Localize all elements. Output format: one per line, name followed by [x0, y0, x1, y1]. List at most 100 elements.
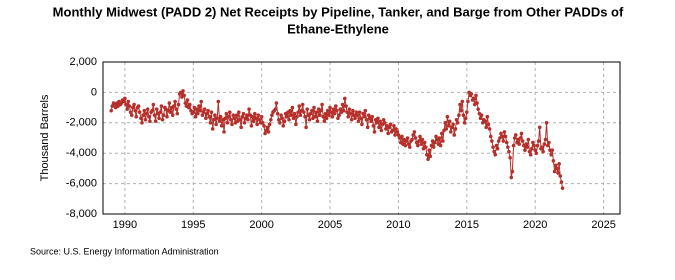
data-point: [167, 101, 172, 105]
data-point: [357, 110, 362, 114]
data-point: [496, 139, 501, 143]
data-point: [211, 117, 216, 122]
data-point: [553, 163, 558, 168]
data-point: [405, 136, 410, 140]
data-point: [532, 143, 536, 148]
data-point: [232, 116, 237, 121]
data-point: [393, 133, 397, 137]
data-point: [518, 136, 523, 140]
data-point: [238, 117, 242, 122]
data-point: [371, 124, 376, 128]
data-point: [195, 111, 200, 116]
data-point: [210, 127, 215, 131]
data-point: [291, 116, 296, 121]
data-point: [359, 116, 363, 121]
data-point: [133, 108, 137, 113]
data-point: [241, 111, 246, 116]
data-point: [280, 116, 284, 121]
data-point: [483, 119, 487, 124]
data-point: [172, 104, 176, 108]
data-point: [328, 105, 332, 110]
data-point: [287, 117, 291, 122]
data-point: [265, 125, 270, 130]
data-point: [290, 105, 295, 110]
data-point: [490, 139, 494, 143]
data-point: [536, 139, 541, 143]
data-point: [193, 114, 198, 119]
data-point: [433, 140, 437, 145]
data-point: [353, 116, 357, 121]
data-point: [478, 116, 483, 121]
data-point: [150, 108, 155, 113]
data-point: [127, 104, 132, 108]
data-point: [556, 171, 560, 175]
x-tick-label: 2005: [318, 219, 342, 231]
data-point: [545, 143, 550, 148]
data-point: [188, 102, 192, 107]
y-axis-label: Thousand Barrels: [39, 94, 51, 181]
data-point: [242, 121, 247, 125]
data-point: [143, 117, 148, 122]
data-point: [301, 110, 306, 114]
data-point: [284, 114, 289, 119]
data-point: [528, 152, 533, 157]
data-point: [517, 142, 521, 146]
data-point: [535, 143, 540, 148]
data-point: [200, 113, 205, 117]
data-point: [231, 113, 236, 117]
data-point: [425, 152, 429, 157]
data-point: [392, 124, 396, 128]
data-point: [439, 131, 444, 136]
data-point: [321, 114, 326, 119]
data-point: [206, 108, 210, 113]
data-point: [416, 143, 420, 148]
data-point: [386, 131, 390, 136]
data-point: [493, 152, 498, 157]
data-point: [476, 107, 480, 111]
y-tick-label: -6,000: [66, 178, 97, 190]
data-point: [136, 104, 141, 108]
data-point: [147, 114, 151, 119]
data-point: [434, 134, 438, 139]
data-point: [540, 145, 544, 149]
data-point: [296, 110, 300, 114]
data-point: [471, 96, 476, 101]
data-point: [343, 96, 347, 101]
data-point: [151, 102, 156, 107]
data-point: [366, 113, 371, 117]
data-point: [278, 121, 282, 125]
data-point: [455, 121, 460, 125]
data-point: [174, 107, 178, 111]
data-point: [161, 113, 166, 117]
data-point: [355, 113, 360, 117]
data-point: [341, 108, 346, 113]
data-point: [209, 110, 214, 114]
data-point: [461, 113, 466, 117]
data-point: [426, 157, 430, 162]
data-point: [314, 110, 319, 114]
data-point: [377, 125, 381, 130]
data-point: [460, 99, 465, 104]
data-point: [462, 121, 467, 125]
data-point: [317, 113, 322, 117]
data-point: [329, 110, 333, 114]
data-point: [431, 145, 436, 149]
data-point: [365, 125, 370, 130]
data-point: [503, 134, 508, 139]
data-point: [121, 99, 126, 104]
data-point: [289, 113, 294, 117]
data-point: [451, 122, 455, 127]
data-point: [131, 105, 135, 110]
data-point: [330, 114, 335, 119]
data-point: [364, 117, 369, 122]
data-point: [428, 154, 433, 159]
data-point: [139, 116, 143, 121]
data-point: [491, 145, 495, 149]
data-point: [255, 122, 259, 127]
data-point: [263, 131, 267, 136]
data-point: [411, 133, 416, 137]
data-point: [270, 113, 274, 117]
data-point: [332, 111, 337, 116]
x-tick-label: 2000: [249, 219, 273, 231]
data-point: [297, 104, 302, 108]
